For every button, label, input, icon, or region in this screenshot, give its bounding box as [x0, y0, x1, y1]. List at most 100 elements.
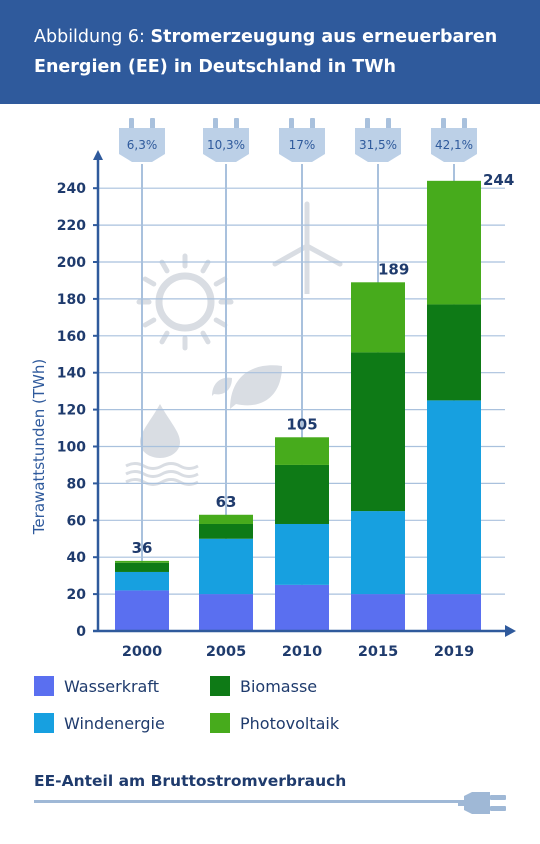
footer-label: EE-Anteil am Bruttostromverbrauch	[34, 772, 347, 790]
sun-ray	[213, 317, 228, 328]
turbine-blade	[304, 243, 343, 267]
sun-ray	[213, 276, 228, 287]
bar-segment	[427, 180, 481, 305]
y-tick-label: 0	[76, 624, 86, 640]
total-label: 189	[378, 260, 409, 278]
x-tick-label: 2005	[206, 644, 246, 660]
bar-segment	[275, 437, 329, 465]
header-banner: Abbildung 6: Stromerzeugung aus erneuerb…	[0, 0, 540, 104]
legend-swatch	[34, 676, 54, 696]
legend-label: Windenergie	[64, 713, 165, 733]
sun-ray	[159, 259, 170, 274]
legend-swatch	[210, 676, 230, 696]
legend-item-wasserkraft: Wasserkraft	[34, 676, 159, 696]
bar-segment	[351, 282, 405, 353]
title-text: Stromerzeugung aus erneuerbaren Energien…	[34, 27, 498, 77]
plug-prong	[365, 118, 370, 130]
y-axis-label: Terawattstunden (TWh)	[30, 359, 48, 535]
y-tick-label: 40	[67, 550, 87, 566]
sun-ray	[159, 330, 170, 345]
plug-body	[431, 128, 477, 162]
bar-segment	[199, 514, 253, 524]
leaf-shape	[212, 377, 232, 396]
bar-segment	[115, 562, 169, 572]
bar-segment	[199, 538, 253, 595]
y-tick-label: 200	[57, 255, 86, 271]
legend-label: Wasserkraft	[64, 676, 159, 696]
x-tick-label: 2010	[282, 644, 322, 660]
y-tick-label: 180	[57, 292, 86, 308]
legend-swatch	[34, 713, 54, 733]
plug-prong	[441, 118, 446, 130]
legend-label: Biomasse	[240, 676, 318, 696]
plug-prong	[289, 118, 294, 130]
y-tick-label: 140	[57, 366, 86, 382]
plug-body	[355, 128, 401, 162]
plug-prong	[150, 118, 155, 130]
water-wave	[125, 478, 199, 486]
labels: 0 20 40 60 80 100 120 140 160 180 200 220 240 2000 200…	[30, 171, 514, 660]
water-wave	[125, 470, 199, 478]
footer-cable-line	[34, 800, 462, 803]
share-label: 17%	[289, 138, 316, 152]
legend-item-biomasse: Biomasse	[210, 676, 317, 696]
plug-prong	[129, 118, 134, 130]
plug-body	[119, 128, 165, 162]
chart-title: Abbildung 6: Stromerzeugung aus erneuerb…	[34, 22, 524, 82]
stacked-bar-chart: 6,3% 10,3% 17% 31,5% 42,1% 0 20 40 60 80 100 120 14…	[30, 118, 516, 660]
axes	[93, 150, 516, 637]
share-label: 31,5%	[359, 138, 397, 152]
y-tick-label: 240	[57, 181, 86, 197]
legend-item-photovoltaik: Photovoltaik	[210, 713, 339, 733]
plug-connectors: 6,3% 10,3% 17% 31,5% 42,1%	[119, 118, 477, 631]
bar-segment	[115, 560, 169, 563]
bar-segment	[275, 464, 329, 524]
water-wave	[125, 462, 199, 470]
sun-ray	[142, 276, 157, 287]
total-label: 105	[286, 415, 317, 433]
x-tick-label: 2015	[358, 644, 398, 660]
plug-prong	[310, 118, 315, 130]
drop-shape	[140, 404, 180, 458]
plug-head-icon	[431, 118, 477, 162]
bar-segment	[115, 590, 169, 631]
share-label: 10,3%	[207, 138, 245, 152]
y-tick-label: 60	[67, 513, 87, 529]
plug-head-icon	[119, 118, 165, 162]
bar-segment	[427, 400, 481, 595]
water-drop-icon	[125, 404, 199, 486]
y-tick-label: 100	[57, 440, 86, 456]
plug-icon	[458, 792, 506, 814]
y-axis-arrow	[93, 150, 103, 160]
bar-segment	[351, 594, 405, 631]
bars	[115, 180, 481, 631]
leaf-icon	[212, 365, 282, 409]
y-tick-label: 80	[67, 476, 87, 492]
y-tick-label: 20	[67, 587, 87, 603]
legend-label: Photovoltaik	[240, 713, 340, 733]
bar-segment	[275, 584, 329, 631]
total-label: 244	[483, 171, 514, 189]
leaf-shape	[230, 365, 282, 409]
plug-body	[279, 128, 325, 162]
sun-core	[155, 272, 215, 332]
wind-turbine-icon	[272, 201, 343, 294]
bar-segment	[115, 571, 169, 591]
legend: Wasserkraft Biomasse Windenergie Photovo…	[34, 676, 514, 746]
bar-segment	[427, 594, 481, 631]
y-tick-label: 160	[57, 329, 86, 345]
share-label: 6,3%	[127, 138, 158, 152]
y-tick-label: 220	[57, 218, 86, 234]
plug-prong	[213, 118, 218, 130]
plug-head-icon	[203, 118, 249, 162]
plug-head-icon	[279, 118, 325, 162]
x-tick-label: 2000	[122, 644, 162, 660]
bar-segment	[199, 523, 253, 539]
bar-segment	[351, 352, 405, 512]
plug-prong	[386, 118, 391, 130]
legend-swatch	[210, 713, 230, 733]
bar-segment	[427, 304, 481, 401]
plug-body	[203, 128, 249, 162]
total-label: 63	[216, 493, 237, 511]
bar-segment	[275, 523, 329, 585]
